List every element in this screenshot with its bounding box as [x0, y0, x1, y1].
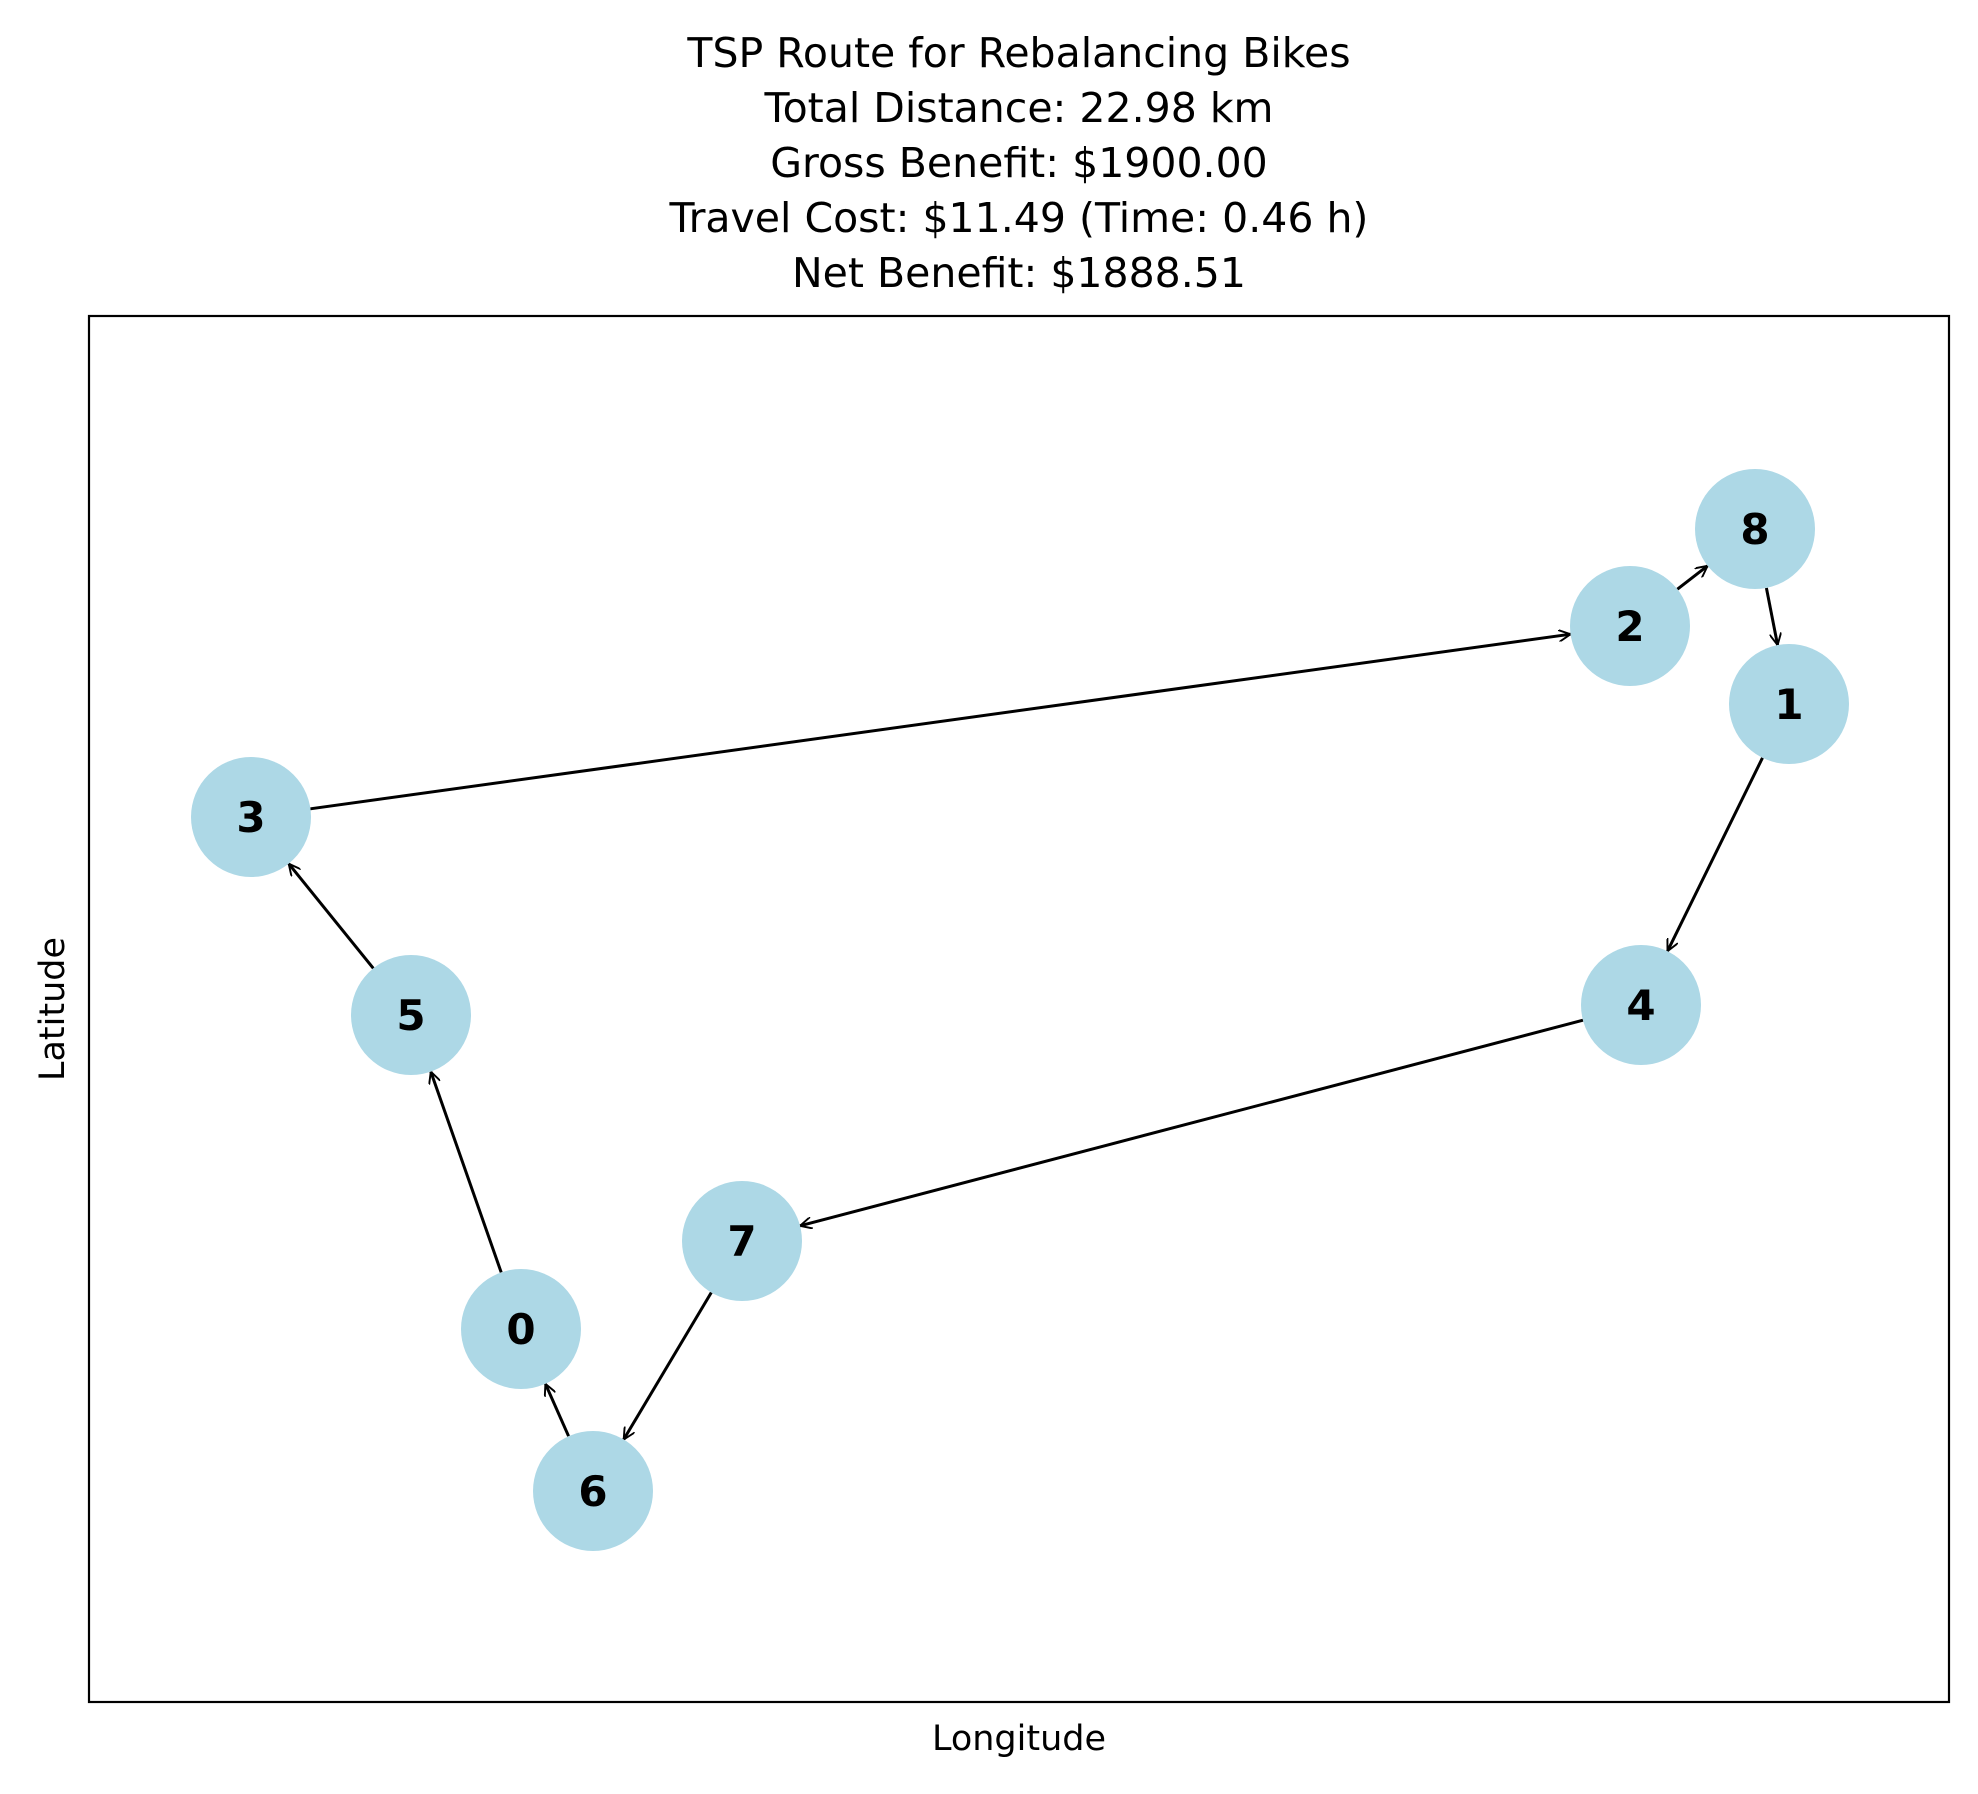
edge-0-to-5 — [431, 1072, 503, 1273]
title-line-2: Total Distance: 22.98 km — [764, 84, 1274, 132]
edge-1-to-4 — [1666, 757, 1764, 951]
edge-8-to-1 — [1764, 587, 1777, 645]
node-circle — [191, 757, 311, 877]
node-circle — [1695, 469, 1815, 589]
node-3: 3 — [191, 757, 311, 877]
edge-4-to-7 — [800, 1018, 1584, 1226]
node-label: 8 — [1740, 505, 1769, 554]
node-circle — [1581, 945, 1701, 1065]
node-label: 1 — [1774, 680, 1803, 729]
edge-2-to-8 — [1676, 566, 1707, 591]
node-0: 0 — [461, 1269, 581, 1389]
node-label: 5 — [396, 991, 425, 1040]
route-nodes: 0 1 2 3 4 5 6 7 8 — [191, 469, 1849, 1551]
title-line-1: TSP Route for Rebalancing Bikes — [686, 29, 1350, 77]
node-4: 4 — [1581, 945, 1701, 1065]
node-circle — [682, 1181, 802, 1301]
edge-6-to-0 — [545, 1384, 570, 1437]
node-label: 7 — [727, 1217, 756, 1266]
node-label: 2 — [1615, 602, 1644, 651]
node-label: 6 — [578, 1467, 607, 1516]
node-circle — [533, 1431, 653, 1551]
node-label: 0 — [506, 1305, 535, 1354]
node-label: 3 — [236, 793, 265, 842]
node-circle — [461, 1269, 581, 1389]
x-axis-label: Longitude — [932, 1719, 1106, 1759]
edge-3-to-2 — [310, 634, 1570, 811]
node-7: 7 — [682, 1181, 802, 1301]
node-8: 8 — [1695, 469, 1815, 589]
title-line-3: Gross Benefit: $1900.00 — [770, 139, 1268, 187]
route-edges — [289, 566, 1778, 1440]
node-circle — [351, 955, 471, 1075]
node-1: 1 — [1729, 644, 1849, 764]
node-2: 2 — [1570, 566, 1690, 686]
node-circle — [1570, 566, 1690, 686]
node-5: 5 — [351, 955, 471, 1075]
title-line-5: Net Benefit: $1888.51 — [792, 249, 1246, 297]
plot-frame — [87, 314, 1951, 1704]
edge-5-to-3 — [289, 864, 375, 970]
node-label: 4 — [1626, 981, 1655, 1030]
chart-title: TSP Route for Rebalancing Bikes Total Di… — [669, 29, 1369, 297]
edge-7-to-6 — [622, 1291, 713, 1440]
title-line-4: Travel Cost: $11.49 (Time: 0.46 h) — [669, 194, 1369, 242]
node-6: 6 — [533, 1431, 653, 1551]
y-axis-label: Latitude — [33, 937, 73, 1081]
node-circle — [1729, 644, 1849, 764]
